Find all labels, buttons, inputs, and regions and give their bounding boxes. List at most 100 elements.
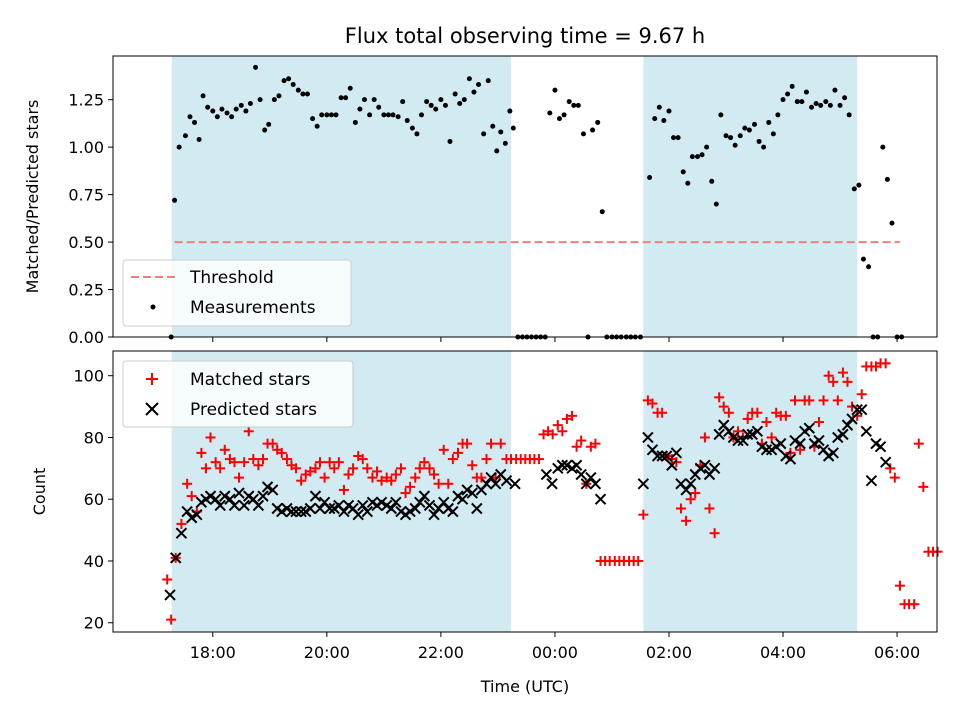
measurement-point	[324, 112, 330, 118]
predicted-star-point	[266, 484, 279, 496]
predicted-star-point	[684, 478, 697, 490]
predicted-star-point	[276, 505, 288, 518]
measurement-point	[746, 127, 752, 133]
predicted-star-point	[466, 487, 478, 499]
measurement-point	[823, 99, 829, 105]
measurement-point	[192, 119, 198, 125]
measurement-point	[419, 112, 425, 118]
bottom-y-tick-label: 100	[73, 367, 104, 386]
predicted-star-point	[540, 468, 553, 481]
measurement-point	[770, 131, 776, 137]
measurement-point	[580, 131, 586, 137]
matched-star-point	[219, 444, 230, 455]
predicted-star-point	[865, 474, 878, 487]
predicted-star-point	[175, 527, 188, 539]
measurement-point	[884, 176, 890, 182]
predicted-star-point	[846, 413, 858, 425]
matched-star-point	[547, 429, 558, 440]
matched-star-point	[386, 475, 397, 486]
measurement-point	[552, 87, 558, 93]
matched-star-point	[162, 574, 173, 585]
measurement-point	[361, 97, 367, 103]
measurement-point	[172, 197, 178, 203]
predicted-star-point	[856, 403, 868, 416]
matched-star-point	[433, 478, 444, 489]
measurement-point	[571, 102, 577, 108]
matched-star-point	[880, 358, 891, 369]
measurement-point	[818, 102, 824, 108]
matched-star-point	[253, 460, 264, 471]
measurement-point	[433, 106, 439, 112]
matched-star-point	[291, 463, 302, 474]
measurement-point	[595, 119, 601, 125]
x-tick-label: 00:00	[532, 643, 578, 662]
x-tick-label: 02:00	[646, 643, 692, 662]
measurement-point	[789, 83, 795, 89]
matched-star-point	[357, 454, 368, 465]
matched-star-point	[761, 417, 772, 428]
measurement-point	[414, 131, 420, 137]
predicted-star-point	[181, 505, 193, 518]
predicted-star-point	[489, 478, 502, 490]
measurement-point	[485, 78, 491, 84]
predicted-star-point	[261, 481, 274, 493]
matched-star-point	[818, 395, 829, 406]
matched-star-point	[205, 432, 216, 443]
predicted-star-point	[860, 425, 872, 437]
measurement-point	[680, 169, 686, 175]
predicted-star-point	[741, 428, 754, 441]
measurement-point	[452, 91, 458, 97]
measurement-point	[176, 144, 182, 150]
matched-star-point	[443, 478, 454, 489]
predicted-star-point	[666, 459, 678, 471]
measurement-point	[647, 175, 653, 181]
matched-star-point	[338, 484, 349, 495]
matched-star-point	[314, 457, 325, 468]
matched-star-point	[828, 376, 839, 387]
matched-star-point	[414, 463, 425, 474]
x-tick-label: 06:00	[874, 643, 920, 662]
measurement-point	[732, 142, 738, 148]
measurement-point	[461, 97, 467, 103]
measurement-point	[599, 209, 605, 215]
predicted-star-point	[252, 499, 265, 512]
matched-star-point	[267, 438, 278, 449]
matched-star-point	[832, 395, 843, 406]
measurement-point	[276, 93, 282, 99]
measurement-point	[656, 104, 662, 110]
matched-star-point	[419, 457, 430, 468]
measurement-point	[652, 116, 658, 122]
bottom-x-ticks: 18:00 20:00 22:00 00:00 02:00 04:00 06:00	[190, 632, 920, 662]
measurement-point	[827, 102, 833, 108]
matched-star-point	[405, 481, 416, 492]
predicted-star-point	[238, 499, 250, 512]
matched-star-point	[785, 447, 796, 458]
measurement-point	[243, 108, 249, 114]
measurement-point	[395, 114, 401, 120]
matched-star-point	[376, 475, 387, 486]
predicted-star-point	[594, 493, 607, 505]
measurement-point	[685, 180, 691, 186]
predicted-star-point	[323, 502, 336, 515]
top-y-tick-label: 1.25	[68, 91, 104, 110]
matched-star-point	[447, 454, 458, 465]
matched-star-point	[495, 438, 506, 449]
predicted-star-point	[352, 508, 364, 521]
bottom-y-axis-label: Count	[30, 468, 49, 516]
predicted-star-point	[837, 428, 849, 441]
predicted-star-point	[224, 493, 236, 505]
measurement-point	[210, 108, 216, 114]
top-panel: 0.00 0.25 0.50 0.75 1.00 1.25 Matched/Predict…	[23, 55, 938, 347]
measurement-point	[319, 112, 325, 118]
matched-star-point	[182, 478, 193, 489]
top-x-ticks	[212, 337, 898, 342]
measurement-point	[661, 118, 667, 124]
matched-star-point	[932, 546, 943, 557]
measurement-point	[856, 182, 862, 188]
measurement-point	[428, 102, 434, 108]
matched-star-point	[424, 463, 435, 474]
bottom-legend-box	[122, 360, 354, 428]
matched-star-point	[390, 469, 401, 480]
measurement-point	[675, 135, 681, 141]
